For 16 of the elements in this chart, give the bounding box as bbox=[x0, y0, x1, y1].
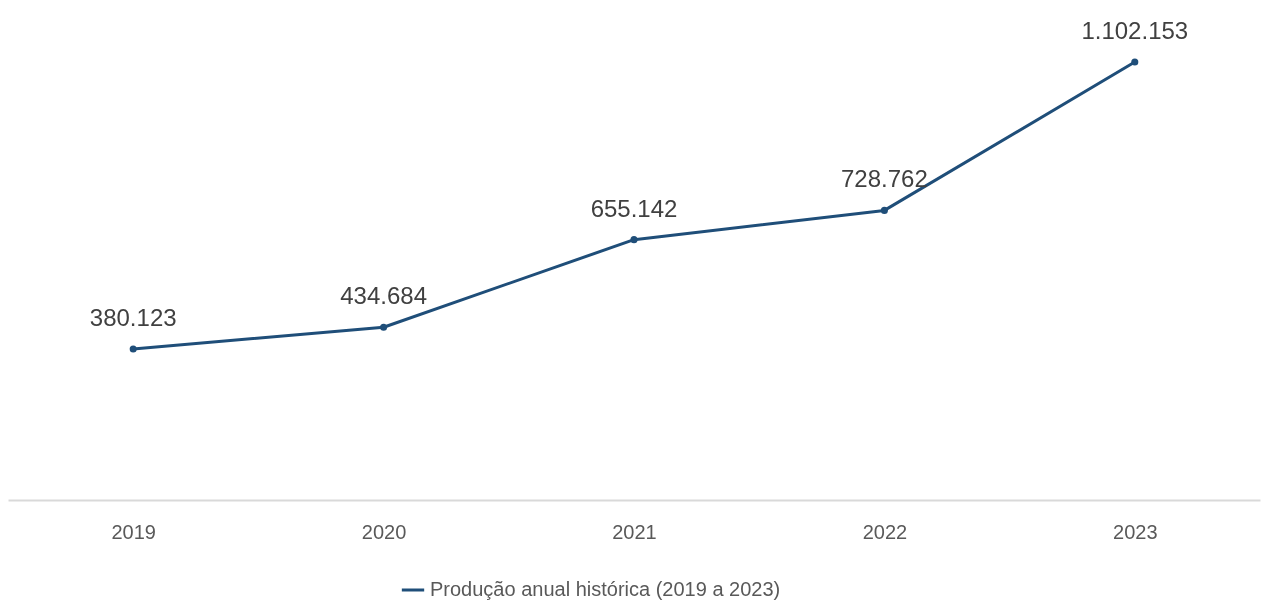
x-tick-label: 2023 bbox=[1113, 520, 1158, 543]
data-label: 728.762 bbox=[841, 165, 928, 193]
x-tick-label: 2019 bbox=[111, 520, 156, 543]
data-label: 1.102.153 bbox=[1081, 17, 1189, 44]
data-label: 655.142 bbox=[590, 194, 678, 222]
point bbox=[630, 236, 638, 244]
x-tick-label: 2021 bbox=[612, 520, 657, 543]
point bbox=[380, 323, 388, 331]
point bbox=[880, 206, 888, 214]
point bbox=[129, 345, 137, 353]
data-label: 380.123 bbox=[89, 303, 177, 331]
x-tick-label: 2020 bbox=[361, 520, 407, 543]
point bbox=[1131, 58, 1139, 66]
x-tick-label: 2022 bbox=[862, 520, 908, 543]
legend-label: Produção anual histórica (2019 a 2023) bbox=[430, 578, 781, 600]
data-label: 434.684 bbox=[340, 282, 427, 310]
